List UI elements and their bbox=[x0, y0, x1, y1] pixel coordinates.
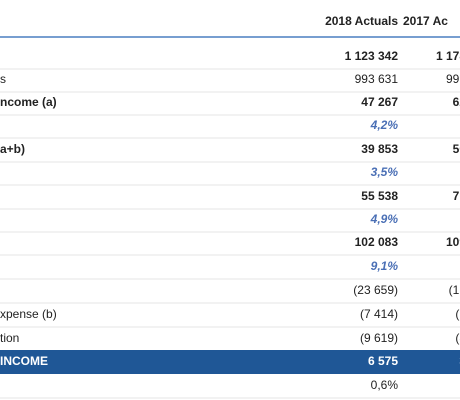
cell: 109 bbox=[446, 235, 460, 249]
cell: 999 bbox=[446, 72, 460, 86]
cell: 4,9% bbox=[370, 212, 399, 226]
row-label: INCOME bbox=[0, 354, 48, 368]
cell: 71 bbox=[453, 189, 460, 203]
header-cell: 2017 Ac bbox=[403, 14, 448, 28]
total-band bbox=[0, 350, 460, 374]
cell: 3,5% bbox=[371, 165, 399, 179]
cell: 1 123 342 bbox=[345, 49, 399, 63]
row-label: xpense (b) bbox=[0, 307, 57, 321]
cell: 0,6% bbox=[371, 378, 399, 392]
cell: 50 bbox=[453, 142, 460, 156]
cell: 62 bbox=[453, 95, 460, 109]
cell: 39 853 bbox=[361, 142, 398, 156]
cell: 47 267 bbox=[361, 95, 398, 109]
cell: (7 414) bbox=[360, 307, 398, 321]
cell: 993 631 bbox=[355, 72, 399, 86]
cell: (23 659) bbox=[353, 283, 398, 297]
cell: 6 575 bbox=[368, 354, 398, 368]
cell: 4,2% bbox=[370, 118, 399, 132]
cell: (6 bbox=[455, 307, 460, 321]
cell: (16 bbox=[449, 283, 460, 297]
cell: (9 619) bbox=[360, 331, 398, 345]
row-label: a+b) bbox=[0, 142, 25, 156]
row-label: s bbox=[0, 72, 6, 86]
cell: 55 538 bbox=[361, 189, 398, 203]
row-label: tion bbox=[0, 331, 19, 345]
cell: 1 178 bbox=[436, 49, 460, 63]
cell: (8 bbox=[455, 331, 460, 345]
cell: 9,1% bbox=[371, 259, 399, 273]
row-label: ncome (a) bbox=[0, 95, 57, 109]
cell: 102 083 bbox=[355, 235, 399, 249]
header-cell: 2018 Actuals bbox=[325, 14, 398, 28]
